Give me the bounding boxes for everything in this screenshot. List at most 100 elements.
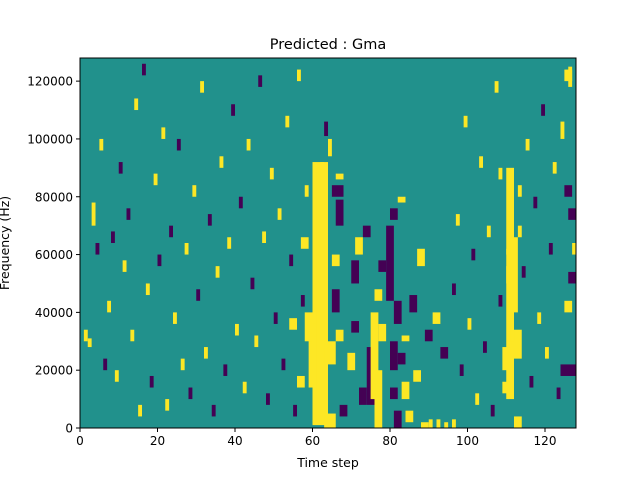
heatmap-cell-27 <box>374 370 383 428</box>
heatmap-cell-74 <box>87 338 92 348</box>
heatmap-cell-144 <box>521 266 526 278</box>
heatmap-cell-130 <box>304 185 309 197</box>
heatmap-cell-78 <box>103 358 108 371</box>
heatmap-cell-19 <box>351 260 359 284</box>
y-tick-label-4: 80000 <box>35 190 73 204</box>
y-tick-label-5: 100000 <box>27 132 73 146</box>
heatmap-cell-107 <box>215 266 220 278</box>
heatmap-cell-34 <box>390 387 398 400</box>
heatmap-cell-77 <box>99 138 104 151</box>
heatmap-cell-20 <box>355 237 363 255</box>
heatmap-cell-154 <box>572 243 577 255</box>
heatmap-cell-31 <box>386 225 394 301</box>
heatmap-cell-55 <box>514 329 522 359</box>
heatmap-cell-139 <box>483 341 487 353</box>
heatmap-cell-113 <box>238 196 243 209</box>
heatmap-cell-21 <box>347 352 356 371</box>
heatmap-cell-62 <box>517 225 522 238</box>
heatmap-cell-152 <box>552 162 557 174</box>
heatmap-cells <box>83 63 577 428</box>
heatmap-cell-23 <box>359 387 367 405</box>
x-tick-label-4: 80 <box>382 434 397 448</box>
heatmap-cell-122 <box>273 312 278 324</box>
heatmap-cell-88 <box>142 63 146 76</box>
heatmap-cell-103 <box>200 81 205 93</box>
heatmap-cell-72 <box>560 121 565 139</box>
heatmap-cell-13 <box>335 199 344 226</box>
heatmap-cell-48 <box>421 422 429 428</box>
heatmap-cell-16 <box>335 173 344 180</box>
heatmap-cell-73 <box>83 329 88 342</box>
heatmap-cell-115 <box>246 138 251 151</box>
heatmap-cell-60 <box>506 266 511 284</box>
heatmap-cell-83 <box>122 260 127 272</box>
heatmap-cell-116 <box>250 277 255 290</box>
heatmap-cell-134 <box>463 115 468 128</box>
heatmap-cell-22 <box>351 321 359 333</box>
heatmap-cell-118 <box>258 75 263 87</box>
heatmap-cell-146 <box>529 375 534 388</box>
x-tick-label-3: 60 <box>305 434 320 448</box>
heatmap-cell-18 <box>324 121 329 137</box>
heatmap-cell-61 <box>514 416 522 428</box>
x-tick-label-5: 100 <box>456 434 479 448</box>
heatmap-cell-42 <box>397 196 406 203</box>
chart-title: Predicted : Gma <box>270 37 386 53</box>
heatmap-cell-5 <box>328 341 336 365</box>
heatmap-cell-36 <box>397 352 406 365</box>
heatmap-cell-105 <box>207 214 212 226</box>
heatmap-cell-30 <box>378 260 387 272</box>
heatmap-cell-59 <box>502 347 511 371</box>
heatmap-cell-80 <box>111 231 115 243</box>
heatmap-cell-75 <box>91 202 96 226</box>
x-axis-ticks: 0 20 40 60 80 100 120 <box>76 428 556 448</box>
y-axis-ticks: 0 20000 40000 60000 80000 100000 120000 <box>27 75 80 436</box>
heatmap-cell-101 <box>192 185 197 197</box>
heatmap-cell-58 <box>498 167 503 180</box>
heatmap-cell-10 <box>331 254 340 267</box>
x-axis-label: Time step <box>296 455 359 470</box>
heatmap-cell-141 <box>490 404 495 417</box>
heatmap-cell-148 <box>537 312 542 324</box>
x-tick-label-6: 120 <box>534 434 557 448</box>
heatmap-cell-99 <box>184 243 189 255</box>
heatmap-cell-110 <box>227 237 232 249</box>
heatmap-cell-150 <box>545 347 549 359</box>
y-tick-label-3: 60000 <box>35 248 73 262</box>
heatmap-cell-91 <box>153 173 158 186</box>
y-tick-label-1: 20000 <box>35 364 73 378</box>
heatmap-cell-45 <box>424 329 433 342</box>
heatmap-cell-123 <box>277 208 282 220</box>
heatmap-cell-104 <box>204 347 208 359</box>
heatmap-cell-111 <box>231 104 236 116</box>
heatmap-cell-127 <box>293 404 298 417</box>
heatmap-cell-135 <box>467 318 472 330</box>
heatmap-cell-96 <box>173 312 177 324</box>
heatmap-cell-126 <box>289 254 294 267</box>
heatmap-cell-9 <box>289 318 297 330</box>
heatmap-cell-145 <box>525 138 530 151</box>
heatmap-cell-12 <box>331 185 344 197</box>
heatmap-cell-138 <box>479 156 484 168</box>
heatmap-cell-38 <box>405 410 414 423</box>
heatmap-cell-143 <box>498 295 503 307</box>
heatmap-cell-7 <box>297 375 305 388</box>
heatmap-cell-112 <box>235 323 239 336</box>
heatmap-cell-85 <box>130 329 135 342</box>
heatmap-cell-37 <box>401 381 410 400</box>
heatmap-cell-132 <box>455 214 460 226</box>
y-tick-label-6: 120000 <box>27 75 73 89</box>
heatmap-cell-93 <box>161 127 166 139</box>
heatmap-cell-124 <box>281 358 286 371</box>
heatmap-cell-136 <box>471 248 476 261</box>
heatmap-cell-28 <box>378 323 387 342</box>
heatmap-cell-109 <box>223 364 228 376</box>
heatmap-cell-153 <box>556 387 561 400</box>
heatmap-cell-51 <box>444 422 449 428</box>
heatmap-cell-46 <box>432 312 441 324</box>
heatmap-cell-57 <box>517 185 522 197</box>
heatmap-cell-33 <box>393 410 402 428</box>
heatmap-cell-50 <box>436 419 441 428</box>
heatmap-cell-41 <box>390 208 398 220</box>
